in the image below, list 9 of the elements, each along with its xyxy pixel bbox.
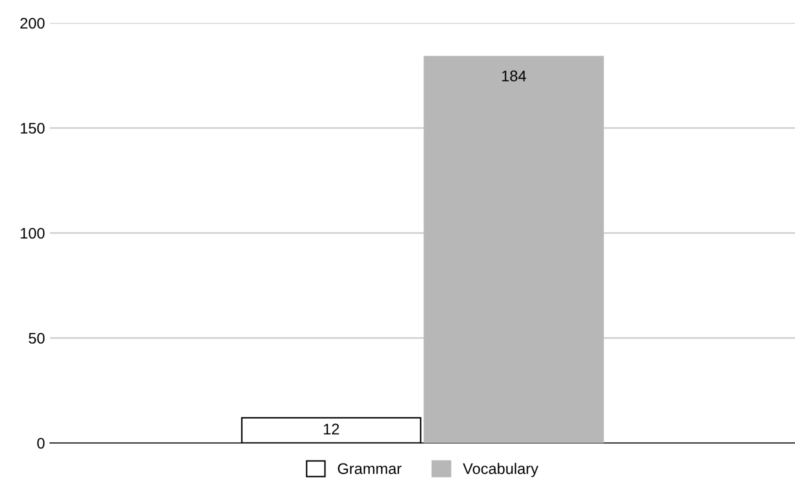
legend-label: Vocabulary (462, 462, 538, 478)
y-tick-label: 0 (37, 438, 45, 449)
y-tick-label: 100 (20, 228, 45, 239)
legend-label: Grammar (338, 463, 402, 474)
y-tick-label: 150 (20, 122, 45, 134)
data-label: 12 (324, 424, 339, 434)
y-tick-label: 50 (28, 332, 45, 344)
data-label: 184 (502, 70, 526, 82)
y-tick-label: 200 (20, 18, 45, 29)
